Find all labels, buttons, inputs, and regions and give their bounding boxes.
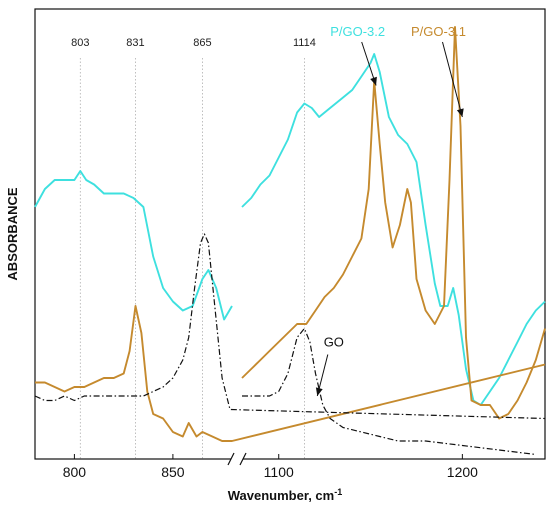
peak-marker-label: 803 bbox=[71, 37, 89, 49]
callout-arrowhead bbox=[456, 108, 464, 117]
plot-frame bbox=[34, 8, 546, 460]
axis-break bbox=[227, 452, 247, 466]
peak-marker-label: 831 bbox=[126, 37, 144, 49]
x-tick-label: 1100 bbox=[264, 464, 294, 480]
callout-arrowhead bbox=[315, 387, 323, 396]
series-line-1 bbox=[241, 26, 546, 420]
callout-arrow bbox=[442, 41, 463, 118]
axis-break-mark bbox=[227, 452, 235, 466]
series-label: P/GO-3.1 bbox=[411, 24, 466, 39]
axis-break-gap bbox=[231, 453, 243, 465]
series-line-0 bbox=[241, 53, 546, 406]
series-lines bbox=[34, 26, 546, 456]
x-axis-title-exponent: -1 bbox=[334, 487, 342, 497]
x-tick-label: 800 bbox=[63, 464, 87, 480]
x-tick-label: 850 bbox=[161, 464, 185, 480]
peak-marker-label: 1114 bbox=[293, 37, 316, 49]
axis-break-mark bbox=[239, 452, 247, 466]
peak-markers: 803 831 865 1114 bbox=[71, 37, 316, 459]
series-line-2 bbox=[34, 233, 546, 420]
series-line-0 bbox=[34, 170, 233, 321]
peak-marker-label: 865 bbox=[193, 37, 211, 49]
series-line-2 bbox=[242, 327, 536, 456]
series-line-1 bbox=[35, 305, 546, 442]
x-axis-title: Wavenumber, cm-1 bbox=[228, 487, 342, 503]
series-labels: P/GO-3.2 P/GO-3.1 GO bbox=[315, 24, 466, 397]
series-label: GO bbox=[324, 335, 344, 350]
x-axis: 800 850 1100 1200 bbox=[63, 454, 478, 480]
series-label: P/GO-3.2 bbox=[330, 24, 385, 39]
x-axis-title-main: Wavenumber, cm bbox=[228, 488, 334, 503]
callout-arrowhead bbox=[370, 76, 377, 86]
x-tick-label: 1200 bbox=[447, 464, 478, 480]
y-axis-title: ABSORBANCE bbox=[5, 187, 20, 281]
